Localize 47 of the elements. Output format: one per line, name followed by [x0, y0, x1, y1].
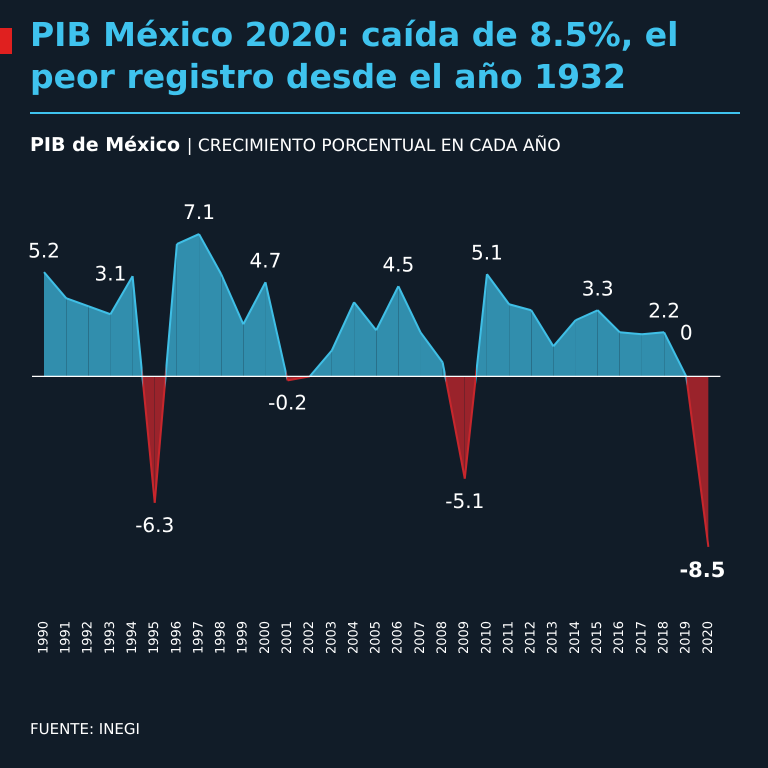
x-tick-label: 1992 — [80, 620, 96, 654]
x-tick-label: 2020 — [700, 620, 716, 654]
x-tick-label: 2003 — [324, 620, 340, 654]
data-label: -5.1 — [445, 488, 484, 513]
x-tick-label: 2014 — [568, 620, 583, 654]
data-label: 4.7 — [250, 248, 282, 272]
data-label: 2.2 — [648, 298, 680, 322]
data-label: 5.2 — [28, 238, 60, 262]
x-tick-label: 1995 — [147, 620, 162, 654]
x-tick-label: 1997 — [191, 620, 206, 654]
x-tick-label: 1996 — [169, 620, 184, 654]
x-tick-label: 2009 — [457, 620, 472, 654]
source-note: FUENTE: INEGI — [30, 720, 140, 738]
x-tick-label: 2015 — [590, 620, 606, 654]
x-tick-label: 2019 — [678, 620, 694, 654]
x-tick-label: 1999 — [236, 620, 251, 654]
x-tick-label: 2001 — [280, 620, 295, 654]
data-label: 3.3 — [582, 276, 614, 300]
data-label: 0 — [680, 320, 693, 345]
x-tick-label: 1991 — [58, 620, 74, 654]
x-tick-label: 2002 — [302, 620, 318, 654]
x-tick-label: 2000 — [258, 620, 273, 654]
x-tick-label: 1994 — [124, 620, 140, 654]
chart-subtitle: PIB de México | CRECIMIENTO PORCENTUAL EN CADA AÑO — [30, 134, 561, 156]
x-tick-label: 2016 — [612, 620, 628, 654]
x-tick-label: 2007 — [412, 620, 428, 654]
data-label: -6.3 — [135, 512, 174, 537]
data-label: -8.5 — [679, 558, 726, 582]
x-tick-label: 2018 — [656, 620, 672, 654]
x-tick-label: 1993 — [102, 620, 118, 654]
x-tick-label: 1998 — [214, 620, 229, 654]
x-tick-label: 2006 — [390, 620, 406, 654]
x-tick-label: 2011 — [501, 620, 516, 654]
data-label: -0.2 — [268, 390, 308, 415]
x-tick-label: 2008 — [435, 620, 450, 654]
x-tick-label: 2012 — [524, 620, 539, 654]
x-tick-label: 2017 — [634, 620, 650, 654]
data-label: 7.1 — [183, 200, 215, 224]
data-label: 4.5 — [382, 252, 414, 276]
data-label: 5.1 — [471, 240, 503, 264]
x-tick-label: 2013 — [546, 620, 561, 654]
chart-title: PIB México 2020: caída de 8.5%, el peor registro desde el año 1932 — [30, 14, 680, 98]
x-tick-label: 2010 — [479, 620, 494, 654]
x-tick-label: 1990 — [36, 620, 52, 654]
x-tick-label: 2004 — [346, 620, 362, 654]
x-tick-label: 2005 — [368, 620, 384, 654]
data-label: 3.1 — [94, 261, 126, 286]
